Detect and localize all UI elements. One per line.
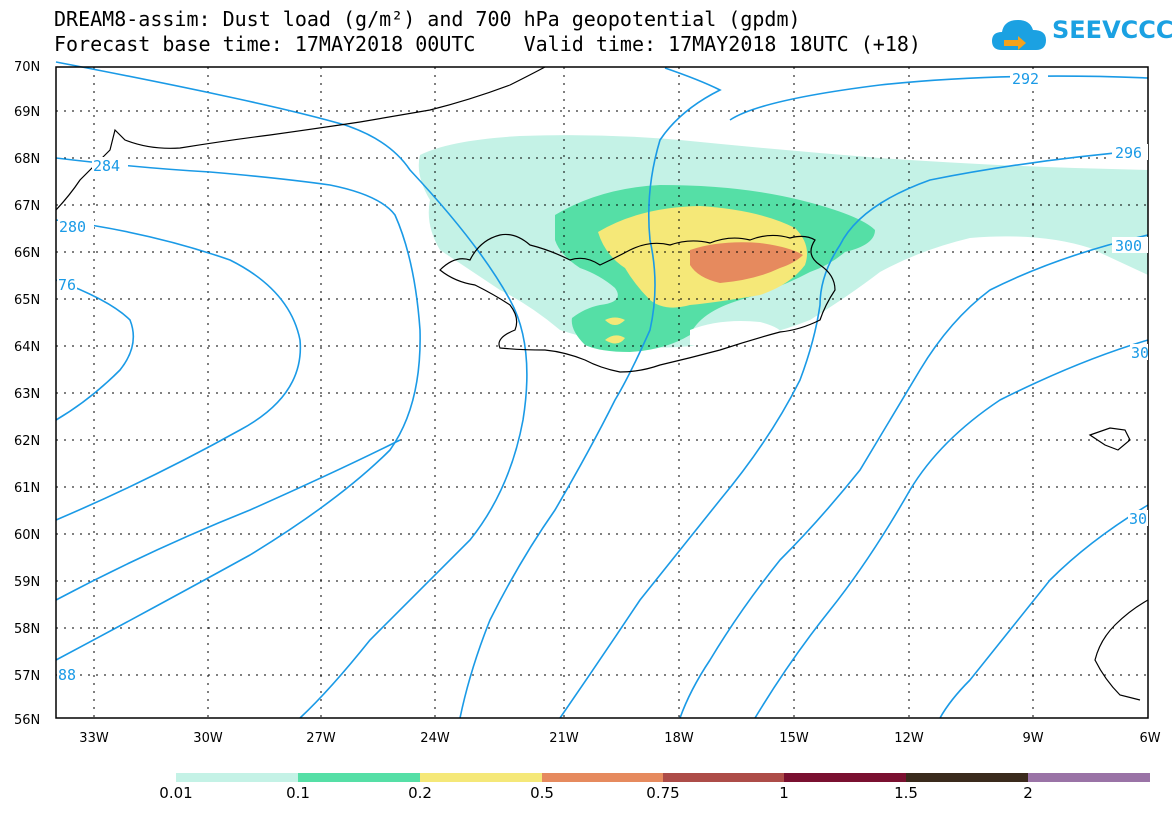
lat-label: 65N (14, 293, 40, 308)
contour-label: 292 (1012, 70, 1039, 88)
colorbar-label: 0.01 (159, 784, 193, 802)
map-title: DREAM8-assim: Dust load (g/m²) and 700 h… (54, 7, 801, 31)
lat-label: 69N (14, 105, 40, 120)
lat-label: 60N (14, 528, 40, 543)
lat-label: 57N (14, 669, 40, 684)
colorbar-label: 0.1 (286, 784, 310, 802)
colorbar-label: 2 (1023, 784, 1033, 802)
lon-label: 15W (779, 731, 809, 746)
lat-label: 64N (14, 340, 40, 355)
contour-label: 284 (93, 157, 120, 175)
latitude-labels: 70N 69N 68N 67N 66N 65N 64N 63N 62N 61N … (14, 60, 40, 728)
contour-label: 30 (1131, 344, 1149, 362)
contour-label: 300 (1115, 237, 1142, 255)
plot-frame (55, 66, 1149, 719)
lon-label: 21W (549, 731, 579, 746)
lon-label: 18W (664, 731, 694, 746)
colorbar-swatch (784, 773, 906, 782)
lon-label: 24W (420, 731, 450, 746)
lat-label: 56N (14, 713, 40, 728)
contour-label: 30 (1129, 510, 1147, 528)
colorbar-swatch (176, 773, 298, 782)
longitude-labels: 33W 30W 27W 24W 21W 18W 15W 12W 9W 6W (79, 731, 1160, 746)
lat-label: 61N (14, 481, 40, 496)
colorbar-swatch (298, 773, 420, 782)
lat-label: 70N (14, 60, 40, 75)
dust-clear-glacier (690, 321, 783, 347)
lat-label: 58N (14, 622, 40, 637)
dust-shading (418, 135, 1148, 352)
geopotential-contours (55, 61, 1149, 719)
colorbar-swatch (1028, 773, 1150, 782)
gridlines (56, 67, 1148, 718)
colorbar-swatch (906, 773, 1028, 782)
dust-level-0.5 (690, 242, 803, 283)
contour-label: 296 (1115, 144, 1142, 162)
colorbar-label: 1 (779, 784, 789, 802)
contour-label: 280 (59, 218, 86, 236)
lat-label: 66N (14, 246, 40, 261)
colorbar (176, 773, 1150, 782)
contour-labels: 292 296 300 30 30 284 280 76 88 (57, 70, 1149, 684)
lon-label: 33W (79, 731, 109, 746)
map-subtitle: Forecast base time: 17MAY2018 00UTC Vali… (54, 32, 921, 56)
colorbar-label: 1.5 (894, 784, 918, 802)
lat-label: 68N (14, 152, 40, 167)
logo (990, 12, 1160, 60)
lat-label: 59N (14, 575, 40, 590)
colorbar-swatch (542, 773, 663, 782)
lat-label: 62N (14, 434, 40, 449)
colorbar-label: 0.75 (646, 784, 680, 802)
colorbar-swatch (420, 773, 542, 782)
scotland-coast (1094, 599, 1149, 701)
colorbar-swatch (663, 773, 784, 782)
logo-text: SEEVCCC (1052, 16, 1174, 44)
lat-label: 67N (14, 199, 40, 214)
lon-label: 9W (1022, 731, 1043, 746)
lon-label: 27W (306, 731, 336, 746)
cloud-icon (992, 20, 1046, 50)
contour-label: 76 (58, 276, 76, 294)
contour-label: 88 (58, 666, 76, 684)
lon-label: 30W (193, 731, 223, 746)
colorbar-label: 0.2 (408, 784, 432, 802)
iceland-coast (439, 233, 836, 373)
lat-label: 63N (14, 387, 40, 402)
lon-label: 12W (894, 731, 924, 746)
lon-label: 6W (1139, 731, 1160, 746)
faroe-islands (1088, 427, 1131, 451)
colorbar-label: 0.5 (530, 784, 554, 802)
